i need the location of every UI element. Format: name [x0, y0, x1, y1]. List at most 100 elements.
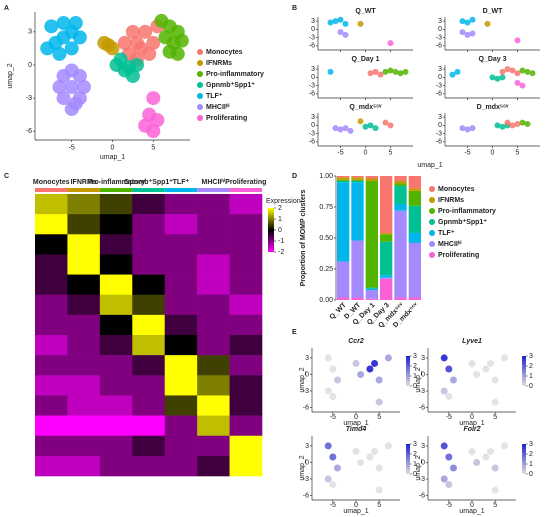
subplot-title: Q_WT: [355, 8, 376, 15]
y-tick-label: -3: [436, 34, 442, 41]
point: [487, 359, 495, 367]
point: [387, 40, 394, 47]
point: [499, 123, 506, 130]
point: [464, 19, 471, 26]
point: [514, 79, 521, 86]
cluster-label: IFNRMs: [71, 179, 97, 186]
point: [464, 126, 471, 133]
heat-cell: [35, 455, 68, 477]
bar-segment: [380, 234, 393, 242]
point: [402, 68, 409, 75]
heat-cell: [197, 375, 230, 396]
y-tick-label: 0: [305, 459, 309, 466]
y-tick-label: 1.00: [319, 173, 333, 180]
x-tick-label: 0: [354, 502, 358, 509]
heat-cell: [35, 415, 68, 437]
point: [327, 68, 334, 75]
x-axis-label: umap_1: [459, 508, 484, 515]
legend-swatch: [429, 197, 435, 203]
y-tick-label: -3: [419, 476, 425, 483]
point: [494, 122, 501, 129]
heat-cell: [99, 435, 133, 457]
y-tick-label: 3: [311, 66, 315, 73]
legend-label: Pro-inflammatory: [206, 71, 264, 78]
heat-cell: [35, 214, 68, 235]
heat-cell: [99, 274, 133, 296]
point: [357, 20, 364, 27]
x-tick-label: 5: [516, 150, 520, 157]
y-tick-label: 3: [421, 443, 425, 450]
heat-cell: [164, 435, 198, 457]
heat-cell: [67, 435, 101, 457]
colorbar-tick-label: -2: [278, 249, 284, 256]
heat-cell: [99, 355, 133, 376]
bar-segment: [394, 176, 407, 181]
point: [366, 365, 374, 373]
colorbar-tick-label: 2: [529, 363, 533, 370]
point: [392, 68, 399, 75]
point: [105, 41, 120, 56]
point: [509, 122, 516, 129]
colorbar-title: Expression: [266, 198, 301, 205]
y-tick-label: -6: [303, 492, 309, 499]
colorbar-tick-label: 3: [413, 353, 417, 360]
y-axis-label: Proportion of MOMP clusters: [300, 190, 307, 287]
heat-cell: [229, 294, 263, 316]
bar-segment: [408, 242, 421, 298]
legend-label: TLF⁺: [206, 93, 223, 100]
y-tick-label: -6: [309, 43, 315, 50]
point: [468, 359, 476, 367]
heat-cell: [67, 294, 101, 316]
heat-cell: [67, 375, 101, 396]
heat-cell: [35, 274, 68, 296]
bar-segment: [380, 233, 393, 235]
bar-segment: [408, 176, 421, 189]
heat-cell: [132, 375, 166, 396]
legend-swatch: [429, 230, 435, 236]
cluster-label: Gpnmb⁺Spp1⁺: [124, 179, 173, 186]
bar-segment: [365, 287, 378, 289]
heat-cell: [99, 335, 133, 356]
point: [387, 67, 394, 74]
legend-label: MHCIIʰⁱ: [438, 239, 462, 248]
y-tick-label: 0.50: [319, 235, 333, 242]
heat-cell: [35, 435, 68, 457]
subplot-title: Ccr2: [348, 338, 364, 345]
heat-cell: [35, 234, 68, 255]
point: [121, 60, 136, 75]
point: [500, 442, 508, 450]
y-tick-label: -3: [26, 95, 32, 102]
point: [375, 464, 383, 472]
x-tick-label: 5: [377, 502, 381, 509]
legend-label: MHCIIʰⁱ: [206, 102, 230, 111]
point: [56, 91, 71, 106]
bar-segment: [380, 275, 393, 278]
bar-segment: [351, 179, 364, 181]
point: [494, 75, 501, 82]
y-tick-label: -6: [419, 492, 425, 499]
y-tick-label: 3: [438, 114, 442, 121]
point: [473, 370, 481, 378]
point: [524, 68, 531, 75]
cluster-strip: [99, 188, 133, 192]
y-tick-label: -6: [26, 128, 32, 135]
heat-cell: [132, 254, 166, 275]
x-tick-label: -5: [464, 150, 470, 157]
subplot-title: D_WT: [483, 8, 504, 15]
bar-segment: [351, 177, 364, 180]
point: [519, 82, 526, 89]
y-tick-label: -6: [436, 43, 442, 50]
heat-cell: [197, 335, 230, 356]
point: [337, 16, 344, 23]
heat-cell: [229, 395, 263, 416]
x-tick-label: 0: [364, 150, 368, 157]
bar-segment: [365, 290, 378, 299]
point: [440, 475, 448, 483]
y-tick-label: -3: [419, 388, 425, 395]
cluster-strip: [197, 188, 230, 192]
point: [352, 447, 360, 455]
y-tick-label: 0: [311, 122, 315, 129]
point: [40, 41, 55, 56]
heat-cell: [164, 254, 198, 275]
point: [352, 359, 360, 367]
